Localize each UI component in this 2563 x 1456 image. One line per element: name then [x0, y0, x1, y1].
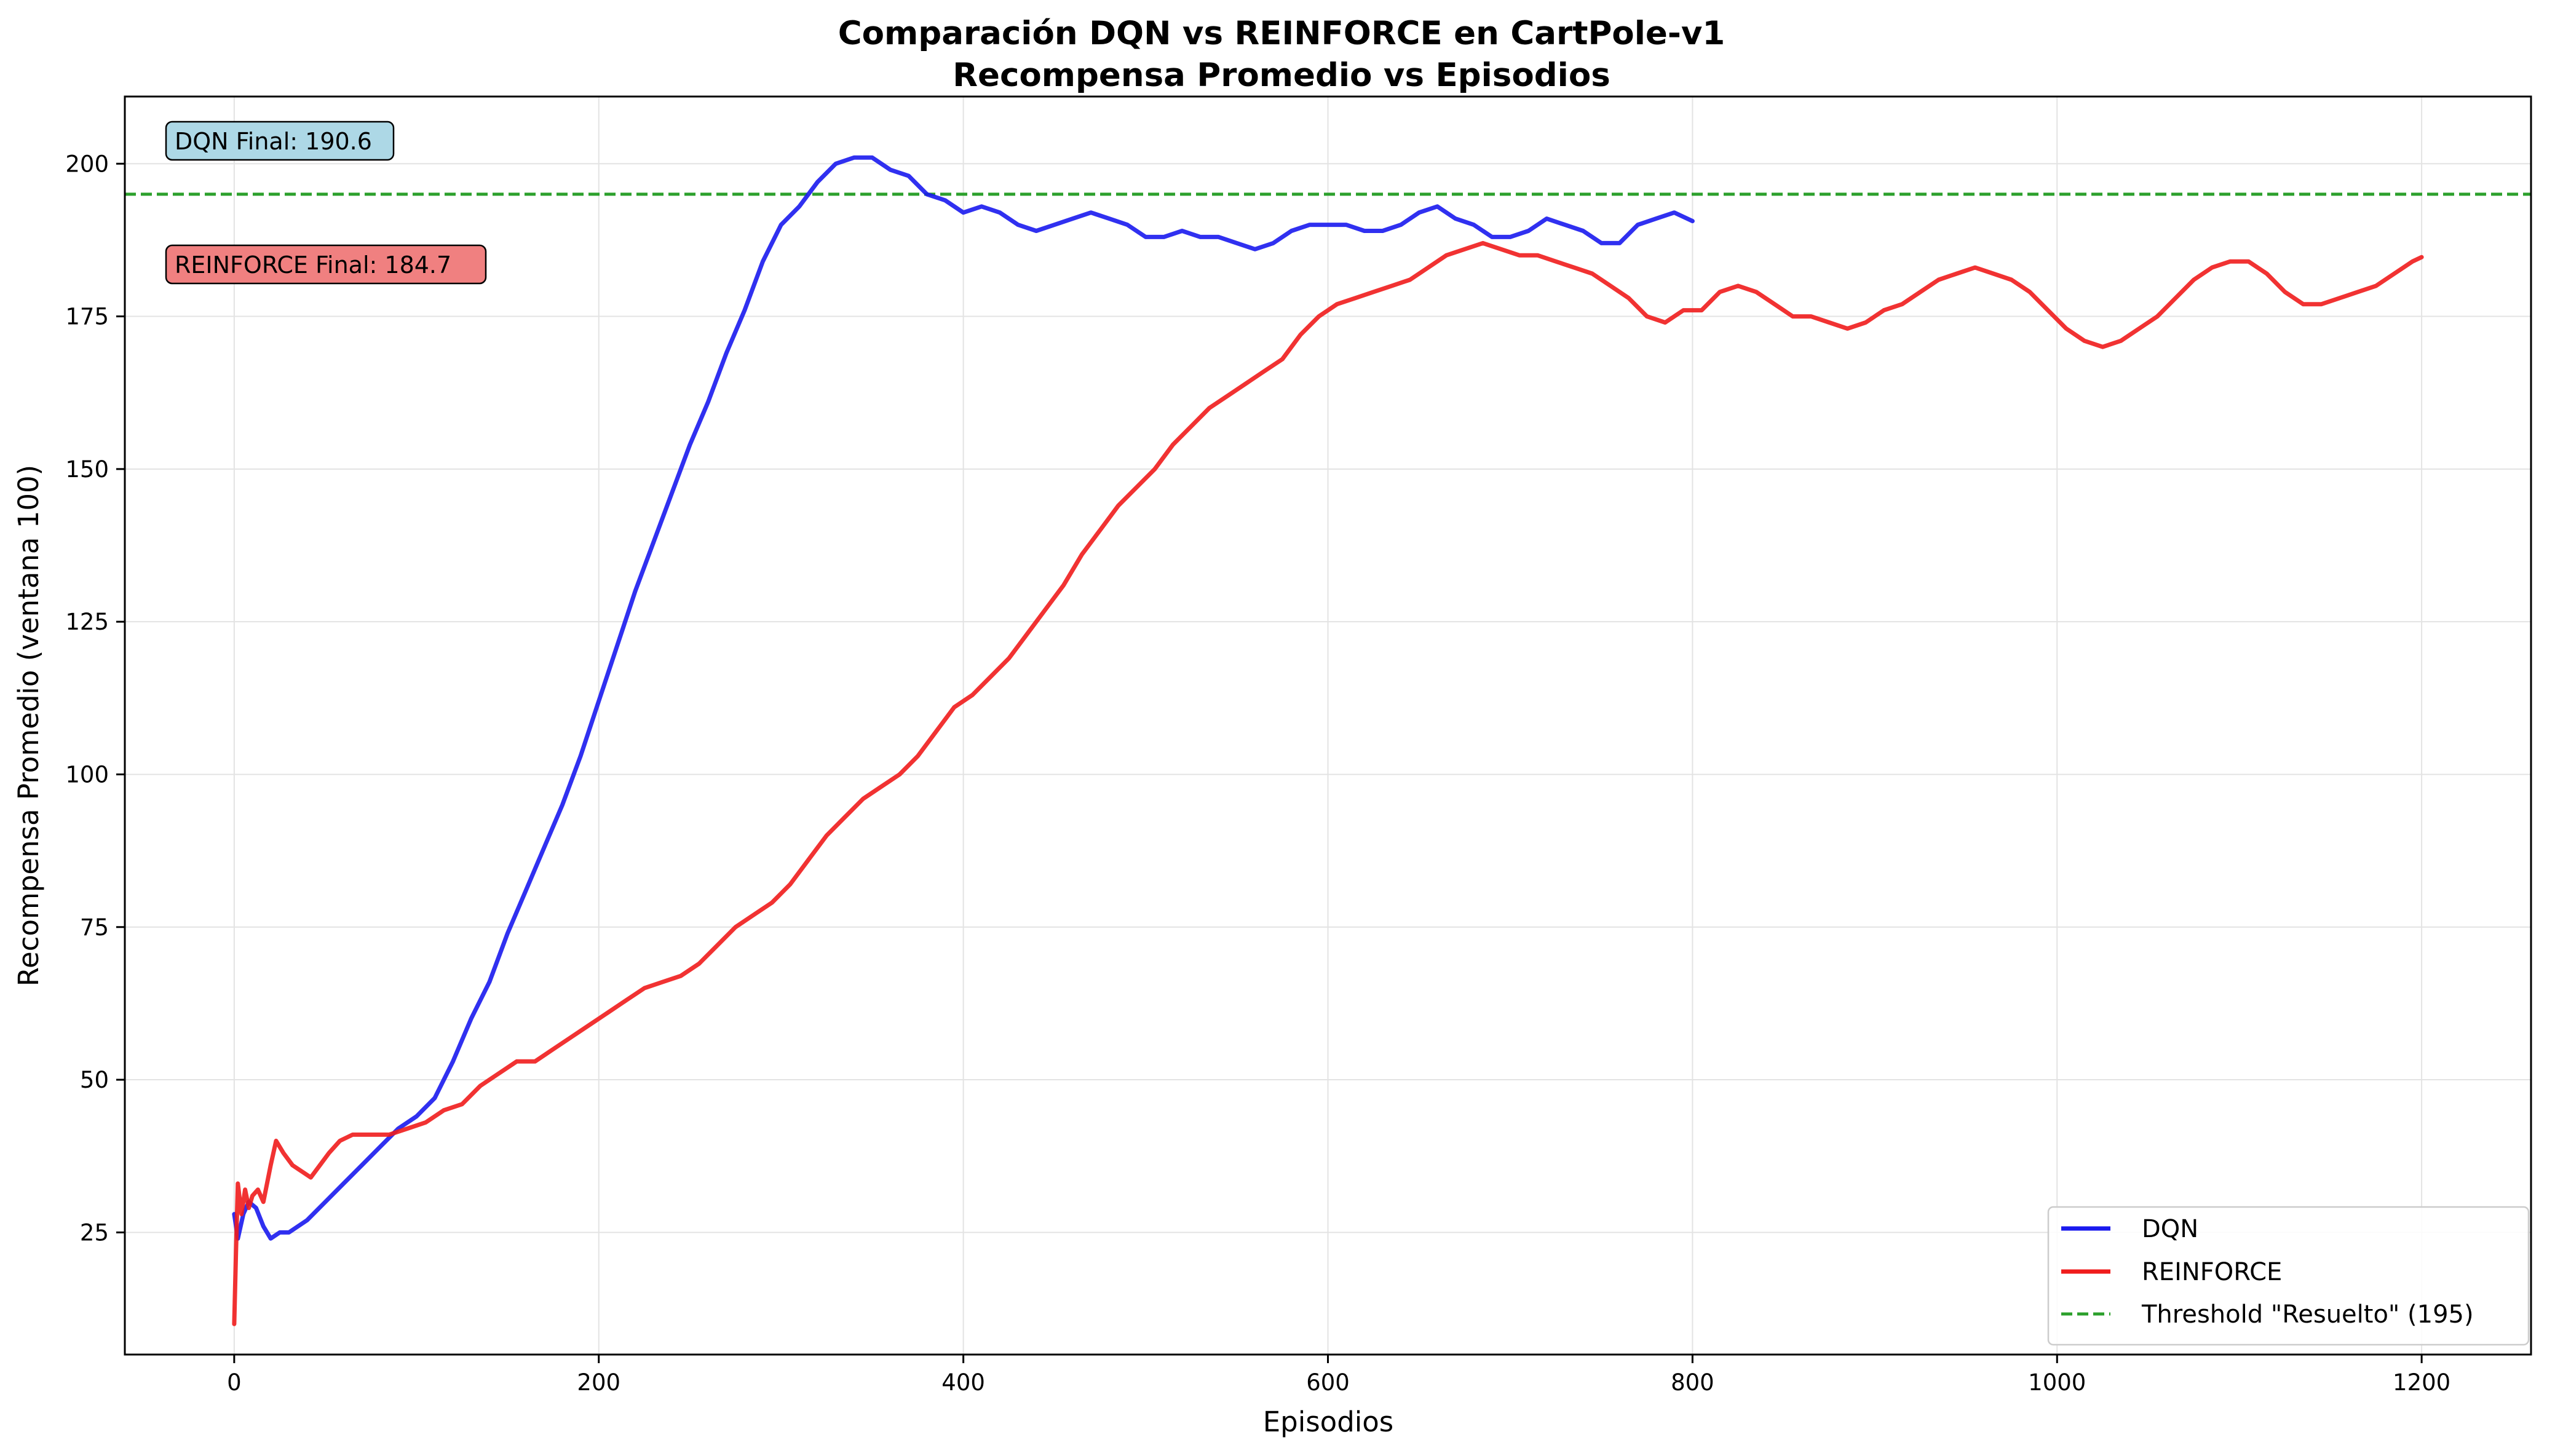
- x-tick-label: 1000: [2028, 1369, 2086, 1396]
- annotation-box: [165, 244, 487, 285]
- x-tick-label: 1200: [2393, 1369, 2450, 1396]
- annotation-text: DQN Final: 190.6: [175, 128, 372, 155]
- annotation-text: REINFORCE Final: 184.7: [175, 251, 451, 279]
- x-tick-label: 400: [941, 1369, 985, 1396]
- annotation-reinforce-final: REINFORCE Final: 184.7: [165, 244, 487, 285]
- y-tick-label: 200: [65, 151, 109, 177]
- y-tick-label: 100: [65, 761, 109, 788]
- y-tick-label: 50: [80, 1067, 109, 1093]
- y-axis-label: Recompensa Promedio (ventana 100): [12, 465, 45, 986]
- x-tick-label: 800: [1671, 1369, 1714, 1396]
- series-lines: [232, 155, 2424, 1326]
- grid: [125, 97, 2531, 1355]
- chart-title: Comparación DQN vs REINFORCE en CartPole…: [838, 15, 1725, 52]
- chart-subtitle: Recompensa Promedio vs Episodios: [953, 57, 1610, 94]
- x-tick-label: 600: [1306, 1369, 1350, 1396]
- legend-label-dqn: DQN: [2142, 1215, 2198, 1243]
- series-line-dqn: [232, 155, 1695, 1241]
- x-tick-label: 0: [227, 1369, 242, 1396]
- legend-label-threshold: Threshold "Resuelto" (195): [2141, 1300, 2474, 1329]
- y-tick-label: 125: [65, 609, 109, 635]
- legend-label-reinforce: REINFORCE: [2142, 1258, 2282, 1286]
- y-tick-label: 75: [80, 914, 109, 941]
- annotation-dqn-final: DQN Final: 190.6: [165, 121, 395, 161]
- axis-ticks: 0 200 400 600 800 1000 1200 25 50 75 100 125 150 175 2…: [65, 151, 2450, 1396]
- y-tick-label: 175: [65, 304, 109, 330]
- y-tick-label: 150: [65, 456, 109, 483]
- legend: DQN REINFORCE Threshold "Resuelto" (195): [2047, 1206, 2530, 1346]
- annotation-box: [165, 121, 395, 161]
- legend-box: [2047, 1206, 2530, 1346]
- y-tick-label: 25: [80, 1219, 109, 1246]
- x-tick-label: 200: [577, 1369, 620, 1396]
- x-axis-label: Episodios: [1263, 1406, 1394, 1438]
- series-line-reinforce: [232, 240, 2424, 1326]
